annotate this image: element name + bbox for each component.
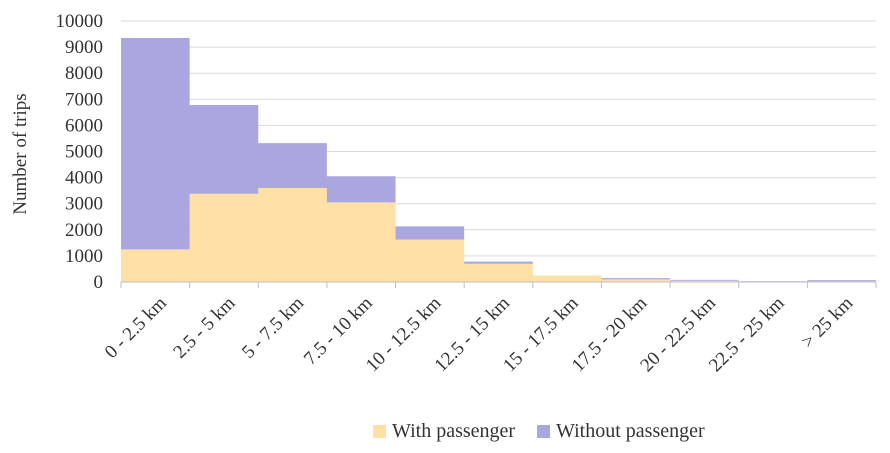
x-tick-label: 22.5 - 25 km [705,293,789,377]
legend-label: With passenger [392,420,515,442]
legend-label: Without passenger [556,420,705,442]
y-tick-label: 2000 [65,220,103,241]
y-tick-label: 1000 [65,246,103,267]
series-area-without-passenger [121,37,876,282]
y-tick-label: 3000 [65,194,103,215]
x-tick-label: 2.5 - 5 km [169,293,239,363]
x-tick-label: 5 - 7.5 km [238,293,308,363]
y-tick-label: 0 [94,272,104,293]
series-area-with-passenger [121,188,876,282]
y-tick-label: 6000 [65,115,103,136]
legend: With passenger Without passenger [373,420,705,442]
x-tick-label: > 25 km [797,293,857,353]
y-axis-title: Number of trips [10,93,31,214]
series-areas [121,37,876,282]
y-tick-label: 5000 [65,142,103,163]
y-tick-label: 10000 [56,11,104,32]
y-tick-label: 9000 [65,37,103,58]
legend-swatch [373,425,386,438]
legend-swatch [537,425,551,438]
y-tick-label: 4000 [65,168,103,189]
x-axis: 0 - 2.5 km2.5 - 5 km5 - 7.5 km7.5 - 10 k… [101,281,877,377]
y-tick-label: 7000 [65,89,103,110]
y-tick-label: 8000 [65,63,103,84]
y-axis: 0 1000 2000 3000 4000 5000 6000 7000 8000 9000 100… [56,11,104,293]
x-tick-label: 0 - 2.5 km [101,293,171,363]
